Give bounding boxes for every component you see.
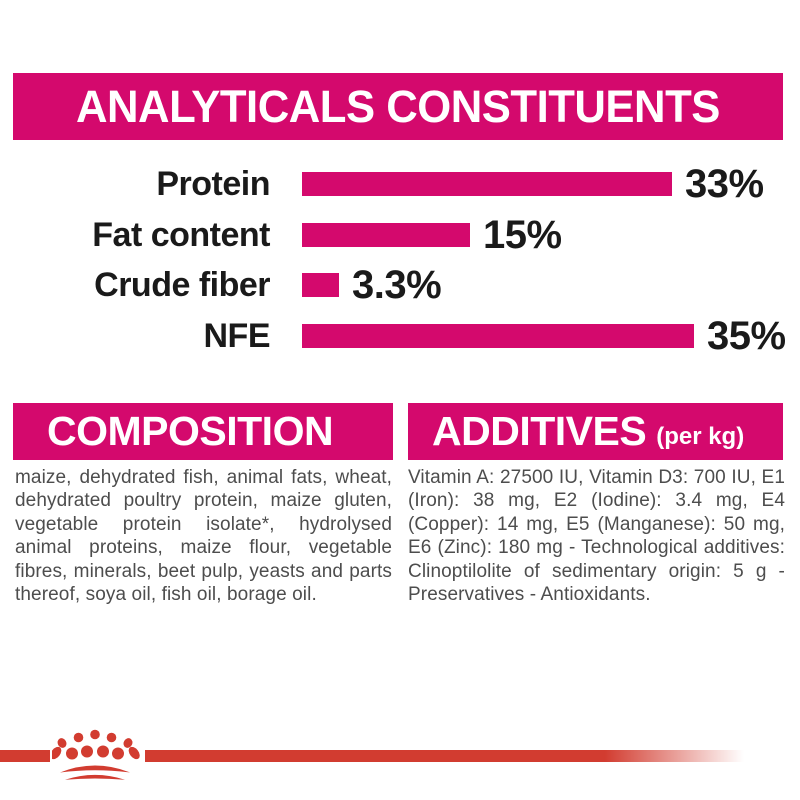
chart-row: Fat content 15% bbox=[0, 212, 800, 257]
additives-title: ADDITIVES bbox=[432, 408, 647, 454]
footer-rule-left bbox=[0, 750, 50, 762]
footer-rule-right bbox=[145, 750, 750, 762]
chart-category-label: NFE bbox=[203, 316, 271, 355]
chart-bar bbox=[302, 172, 672, 196]
composition-header-bar: COMPOSITION bbox=[13, 403, 393, 460]
royal-canin-crown-icon bbox=[52, 729, 140, 780]
additives-title-suffix: (per kg) bbox=[656, 422, 745, 450]
chart-bar bbox=[302, 222, 470, 247]
additives-header-bar: ADDITIVES (per kg) bbox=[408, 403, 783, 460]
chart-bar bbox=[302, 273, 339, 297]
chart-category-label: Fat content bbox=[92, 215, 270, 254]
additives-text: Vitamin A: 27500 IU, Vitamin D3: 700 IU,… bbox=[408, 467, 785, 606]
chart-row: Crude fiber 3.3% bbox=[0, 263, 800, 307]
chart-row: NFE 35% bbox=[0, 313, 800, 358]
composition-title: COMPOSITION bbox=[47, 408, 334, 454]
analyticals-title: ANALYTICALS CONSTITUENTS bbox=[76, 80, 720, 132]
chart-value-label: 33% bbox=[685, 162, 764, 206]
analyticals-header-bar: ANALYTICALS CONSTITUENTS bbox=[13, 73, 783, 140]
chart-category-label: Protein bbox=[156, 165, 270, 203]
analytical-constituents-chart: Protein 33% Fat content 15% Crude fiber 3.3% N… bbox=[0, 162, 800, 374]
composition-text: maize, dehydrated fish, animal fats, whe… bbox=[15, 467, 392, 606]
chart-value-label: 35% bbox=[707, 313, 786, 358]
chart-category-label: Crude fiber bbox=[94, 266, 270, 304]
chart-value-label: 15% bbox=[483, 212, 562, 257]
chart-value-label: 3.3% bbox=[352, 263, 442, 307]
chart-bar bbox=[302, 323, 694, 348]
chart-row: Protein 33% bbox=[0, 162, 800, 206]
